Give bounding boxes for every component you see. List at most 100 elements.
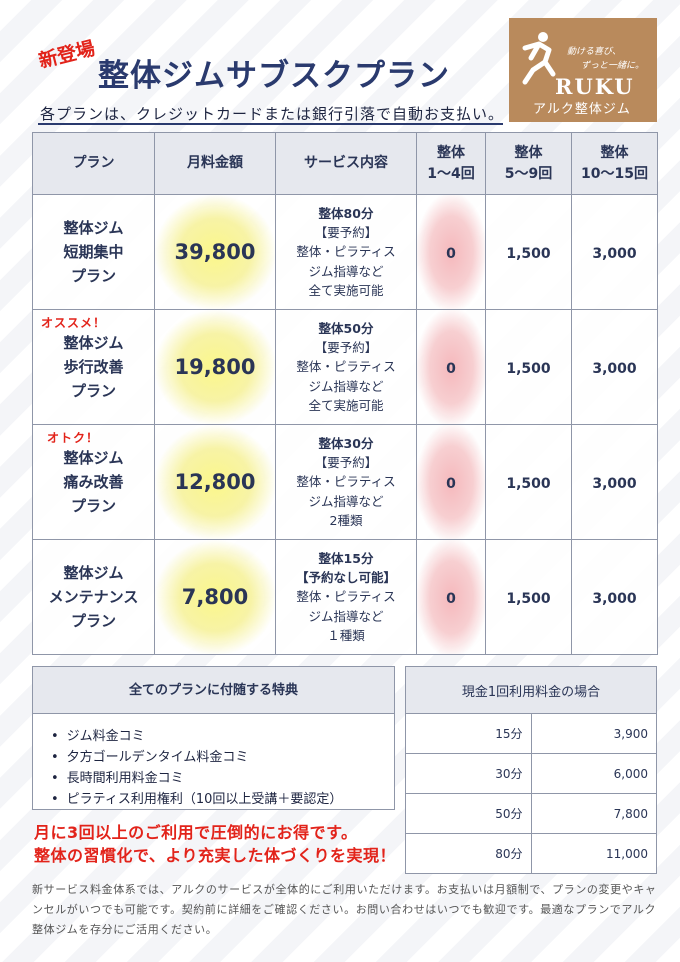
header-service: サービス内容 [275, 132, 417, 195]
header-plan: プラン [32, 132, 155, 195]
cash-price: 7,800 [530, 793, 657, 834]
header-tier-2-label: 整体 5〜9回 [504, 145, 553, 182]
list-item: 夕方ゴールデンタイム料金コミ [51, 747, 394, 768]
promo-line-2: 整体の習慣化で、より充実した体づくりを実現！ [34, 846, 397, 865]
service-title: 整体50分 [318, 320, 374, 336]
tier-3-cell: 3,000 [571, 424, 658, 540]
tier-2-cell: 1,500 [485, 424, 572, 540]
table-row: 80分 11,000 [405, 833, 657, 874]
list-item: 長時間利用料金コミ [51, 768, 394, 789]
plan-price: 19,800 [174, 355, 256, 379]
cash-price: 3,900 [530, 713, 657, 754]
service-title: 整体80分 [318, 205, 374, 221]
service-cell: 整体50分 【要予約】 整体・ピラティス ジム指導など 全て実施可能 [275, 309, 417, 425]
page-title: 整体ジムサブスクプラン [98, 58, 450, 94]
tier-2-value: 1,500 [506, 245, 551, 262]
tier-2-cell: 1,500 [485, 194, 572, 310]
perks-title: 全てのプランに付随する特典 [33, 667, 394, 714]
logo-wordmark: RUKU [555, 74, 635, 99]
price-cell: 7,800 [154, 539, 276, 655]
tier-2-value: 1,500 [506, 360, 551, 377]
service-body: 【要予約】 整体・ピラティス ジム指導など 2種類 [296, 454, 396, 529]
price-cell: 19,800 [154, 309, 276, 425]
plan-flag: オトク！ [47, 431, 100, 445]
plan-cell: 整体ジム メンテナンス プラン [32, 539, 155, 655]
service-body: 【要予約】 整体・ピラティス ジム指導など 全て実施可能 [296, 339, 396, 414]
cash-duration: 50分 [405, 793, 532, 834]
tier-2-cell: 1,500 [485, 309, 572, 425]
plans-table-header: プラン 月料金額 サービス内容 整体 1〜4回 整体 5〜9回 整体 10〜15… [32, 132, 658, 195]
tier-1-value: 0 [446, 245, 456, 262]
service-detail: 整体30分 【要予約】 整体・ピラティス ジム指導など 2種類 [276, 434, 416, 531]
header-tier-1: 整体 1〜4回 [416, 132, 486, 195]
perks-box: 全てのプランに付随する特典 ジム料金コミ 夕方ゴールデンタイム料金コミ 長時間利… [32, 666, 395, 810]
cash-price-table: 現金1回利用料金の場合 15分 3,900 30分 6,000 50分 7,80… [405, 666, 657, 874]
header-tier-2: 整体 5〜9回 [485, 132, 572, 195]
tier-3-cell: 3,000 [571, 309, 658, 425]
subtitle-underline [38, 123, 503, 125]
tier-3-value: 3,000 [592, 590, 637, 607]
plan-flag: オススメ！ [41, 316, 107, 330]
service-detail: 整体80分 【要予約】 整体・ピラティス ジム指導など 全て実施可能 [276, 204, 416, 301]
service-cell: 整体15分 【予約なし可能】 整体・ピラティス ジム指導など １種類 [275, 539, 417, 655]
service-body: 【要予約】 整体・ピラティス ジム指導など 全て実施可能 [296, 224, 396, 299]
table-row: 整体ジム 短期集中 プラン 39,800 整体80分 【要予約】 整体・ピラティ… [32, 194, 658, 310]
cash-price: 11,000 [530, 833, 657, 874]
logo-tagline-1: 動ける喜び、 [567, 47, 622, 57]
promo-line-1: 月に3回以上のご利用で圧倒的にお得です。 [34, 823, 358, 842]
header-tier-3: 整体 10〜15回 [571, 132, 658, 195]
promo-text: 月に3回以上のご利用で圧倒的にお得です。 整体の習慣化で、より充実した体づくりを… [34, 821, 396, 867]
tier-1-cell: 0 [416, 309, 486, 425]
service-cell: 整体30分 【要予約】 整体・ピラティス ジム指導など 2種類 [275, 424, 417, 540]
tier-3-cell: 3,000 [571, 194, 658, 310]
page-subtitle: 各プランは、クレジットカードまたは銀行引落で自動お支払い。 [40, 105, 505, 123]
header-tier-3-label: 整体 10〜15回 [581, 145, 648, 182]
plans-table: プラン 月料金額 サービス内容 整体 1〜4回 整体 5〜9回 整体 10〜15… [32, 132, 658, 655]
list-item: ピラティス利用権利（10回以上受講＋要認定） [51, 789, 394, 810]
tier-1-cell: 0 [416, 194, 486, 310]
tier-1-cell: 0 [416, 424, 486, 540]
service-detail: 整体50分 【要予約】 整体・ピラティス ジム指導など 全て実施可能 [276, 319, 416, 416]
plan-name: 整体ジム 痛み改善 プラン [63, 449, 124, 515]
service-title: 整体30分 [318, 435, 374, 451]
tier-2-value: 1,500 [506, 475, 551, 492]
table-row: オススメ！ 整体ジム 歩行改善 プラン 19,800 整体50分 【要予約】 整… [32, 309, 658, 425]
brand-logo: 動ける喜び、 ずっと一緒に。 RUKU アルク整体ジム [509, 18, 657, 122]
new-badge: 新登場 [36, 37, 98, 73]
cash-table-title: 現金1回利用料金の場合 [405, 666, 657, 714]
header: 新登場 整体ジムサブスクプラン 各プランは、クレジットカードまたは銀行引落で自動… [0, 0, 680, 130]
plan-price: 12,800 [174, 470, 256, 494]
tier-1-value: 0 [446, 475, 456, 492]
plan-price: 7,800 [181, 585, 249, 609]
table-row: 50分 7,800 [405, 793, 657, 834]
table-row: 整体ジム メンテナンス プラン 7,800 整体15分 【予約なし可能】 整体・… [32, 539, 658, 655]
header-tier-1-label: 整体 1〜4回 [427, 145, 475, 182]
cash-duration: 30分 [405, 753, 532, 794]
service-title: 整体15分 【予約なし可能】 [295, 550, 396, 585]
logo-tagline-2: ずっと一緒に。 [581, 61, 645, 71]
cash-duration: 15分 [405, 713, 532, 754]
plan-cell: オススメ！ 整体ジム 歩行改善 プラン [32, 309, 155, 425]
header-monthly-fee: 月料金額 [154, 132, 276, 195]
service-cell: 整体80分 【要予約】 整体・ピラティス ジム指導など 全て実施可能 [275, 194, 417, 310]
tier-1-value: 0 [446, 360, 456, 377]
service-body: 整体・ピラティス ジム指導など １種類 [296, 589, 396, 644]
tier-1-value: 0 [446, 590, 456, 607]
tier-1-cell: 0 [416, 539, 486, 655]
tier-3-value: 3,000 [592, 360, 637, 377]
plan-cell: 整体ジム 短期集中 プラン [32, 194, 155, 310]
tier-2-cell: 1,500 [485, 539, 572, 655]
cash-duration: 80分 [405, 833, 532, 874]
price-cell: 39,800 [154, 194, 276, 310]
tier-3-value: 3,000 [592, 475, 637, 492]
table-row: 15分 3,900 [405, 713, 657, 754]
plan-name: 整体ジム 歩行改善 プラン [63, 334, 124, 400]
perks-list: ジム料金コミ 夕方ゴールデンタイム料金コミ 長時間利用料金コミ ピラティス利用権… [33, 714, 394, 810]
cash-price: 6,000 [530, 753, 657, 794]
plan-name: 整体ジム メンテナンス プラン [48, 564, 139, 630]
tier-3-value: 3,000 [592, 245, 637, 262]
cash-table-header: 現金1回利用料金の場合 [405, 666, 657, 714]
plan-cell: オトク！ 整体ジム 痛み改善 プラン [32, 424, 155, 540]
tier-3-cell: 3,000 [571, 539, 658, 655]
table-row: 30分 6,000 [405, 753, 657, 794]
